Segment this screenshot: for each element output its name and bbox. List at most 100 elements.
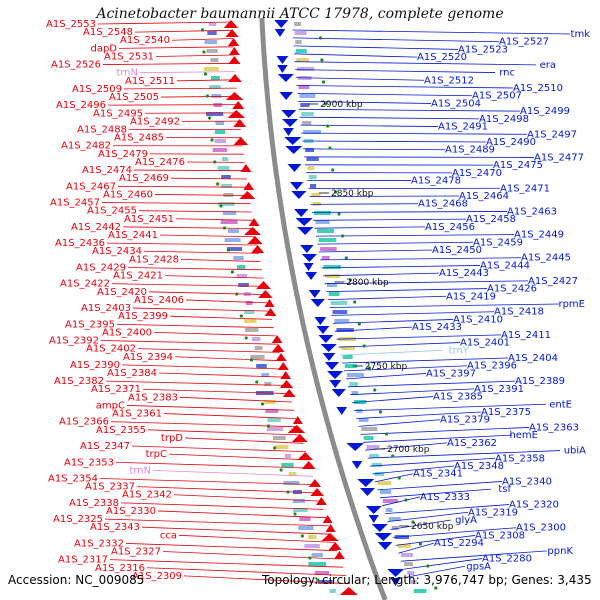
genome-summary-text: Topology: circular; Length: 3,976,747 bp…: [262, 573, 592, 587]
left-gene-label: A1S_2429: [76, 262, 126, 273]
left-gene-label: A1S_2383: [128, 392, 178, 403]
right-feature-block: [296, 58, 309, 62]
green-marker-dot: [222, 226, 227, 230]
left-leader-line: [138, 210, 252, 213]
left-feature-block: [227, 247, 243, 251]
left-gene-glyph: [301, 461, 316, 469]
left-gene-glyph: [325, 524, 336, 532]
left-gene-label: A1S_2460: [103, 189, 153, 200]
left-gene-label: A1S_2420: [97, 287, 147, 298]
left-gene-glyph: [321, 533, 339, 541]
left-gene-glyph: [256, 281, 271, 289]
left-gene-label: A1S_2353: [64, 457, 114, 468]
right-gene-glyph: [310, 299, 326, 307]
right-feature-block: [323, 265, 341, 269]
right-feature-block: [295, 40, 302, 44]
right-feature-block: [336, 328, 354, 332]
left-feature-block: [214, 139, 227, 143]
right-leader-line: [401, 550, 548, 562]
marker-dots: [200, 28, 438, 590]
right-feature-block: [410, 580, 417, 584]
right-gene-label: A1S_2475: [493, 160, 543, 171]
left-feature-block: [265, 409, 279, 413]
right-leader-line: [311, 211, 508, 213]
left-feature-block: [308, 562, 326, 566]
left-leader-line: [170, 177, 248, 180]
green-marker-dot: [208, 116, 212, 120]
right-feature-block: [397, 544, 411, 548]
right-gene-label: tsf: [498, 484, 511, 495]
left-leader-line: [179, 396, 293, 403]
left-leader-line: [99, 478, 316, 485]
left-gene-glyph: [264, 299, 275, 307]
right-leader-line: [292, 37, 500, 43]
right-gene-glyph: [377, 542, 393, 550]
right-gene-glyph: [371, 524, 388, 532]
right-gene-glyph: [324, 362, 340, 370]
right-leader-line: [295, 69, 496, 73]
right-feature-block: [320, 247, 337, 251]
green-marker-dot: [353, 300, 357, 304]
left-leader-line: [154, 194, 250, 196]
left-gene-label: A1S_2441: [108, 230, 158, 241]
green-marker-dot: [230, 270, 234, 274]
left-gene-label: A1S_2342: [122, 490, 172, 501]
green-marker-dot: [328, 146, 332, 150]
green-marker-dot: [397, 476, 401, 480]
right-leader-line: [295, 77, 425, 81]
left-gene-glyph: [271, 335, 283, 343]
right-feature-block: [303, 130, 321, 134]
right-leader-line: [324, 280, 529, 285]
right-gene-glyph: [346, 443, 364, 451]
right-leader-line: [362, 434, 513, 443]
left-gene-label: A1S_2354: [48, 473, 98, 484]
right-feature-block: [351, 391, 359, 395]
left-gene-label: A1S_2399: [118, 311, 168, 322]
left-leader-line: [183, 575, 350, 585]
right-leader-line: [358, 419, 441, 427]
left-gene-label: A1S_2317: [58, 555, 108, 566]
right-gene-label: A1S_2363: [529, 422, 579, 433]
right-gene-label: A1S_2418: [494, 307, 544, 318]
right-gene-label: A1S_2470: [452, 168, 502, 179]
right-gene-label: A1S_2426: [487, 284, 537, 295]
left-leader-line: [127, 267, 263, 271]
left-leader-line: [104, 518, 330, 527]
green-marker-dot: [202, 50, 206, 54]
right-feature-block: [328, 292, 340, 296]
right-gene-glyph: [331, 389, 346, 397]
green-marker-dot: [226, 248, 230, 252]
left-gene-label: A1S_2394: [123, 352, 173, 363]
left-leader-line: [158, 372, 286, 378]
left-gene-label: A1S_2434: [92, 246, 142, 257]
left-leader-line: [102, 62, 235, 65]
right-gene-label: A1S_2410: [453, 314, 503, 325]
right-gene-glyph: [284, 137, 302, 145]
left-feature-block: [261, 373, 269, 377]
right-leader-line: [293, 45, 459, 50]
right-leader-line: [398, 542, 435, 554]
left-gene-label: A1S_2309: [132, 571, 182, 582]
right-leader-line: [354, 403, 547, 411]
green-marker-dot: [320, 58, 324, 62]
right-gene-glyph: [318, 335, 334, 343]
right-leader-line: [332, 319, 454, 324]
right-leader-line: [390, 519, 452, 530]
left-feature-block: [251, 337, 261, 341]
right-gene-label: A1S_2507: [472, 91, 522, 102]
left-feature-block: [273, 436, 286, 440]
right-gene-label: A1S_2520: [417, 52, 467, 63]
left-gene-label: A1S_2384: [107, 368, 157, 379]
green-marker-dot: [323, 102, 327, 106]
left-leader-line: [105, 380, 288, 386]
left-gene-glyph: [243, 182, 255, 190]
kbp-tick-label: 2900 kbp: [320, 100, 363, 110]
left-feature-block: [314, 571, 330, 575]
right-feature-block: [340, 346, 355, 350]
left-feature-block: [218, 202, 235, 206]
right-feature-block: [404, 562, 413, 566]
left-gene-label: A1S_2476: [135, 157, 185, 168]
left-feature-block: [206, 112, 224, 116]
right-gene-label: A1S_2489: [445, 145, 495, 156]
right-gene-label: A1S_2456: [425, 222, 475, 233]
